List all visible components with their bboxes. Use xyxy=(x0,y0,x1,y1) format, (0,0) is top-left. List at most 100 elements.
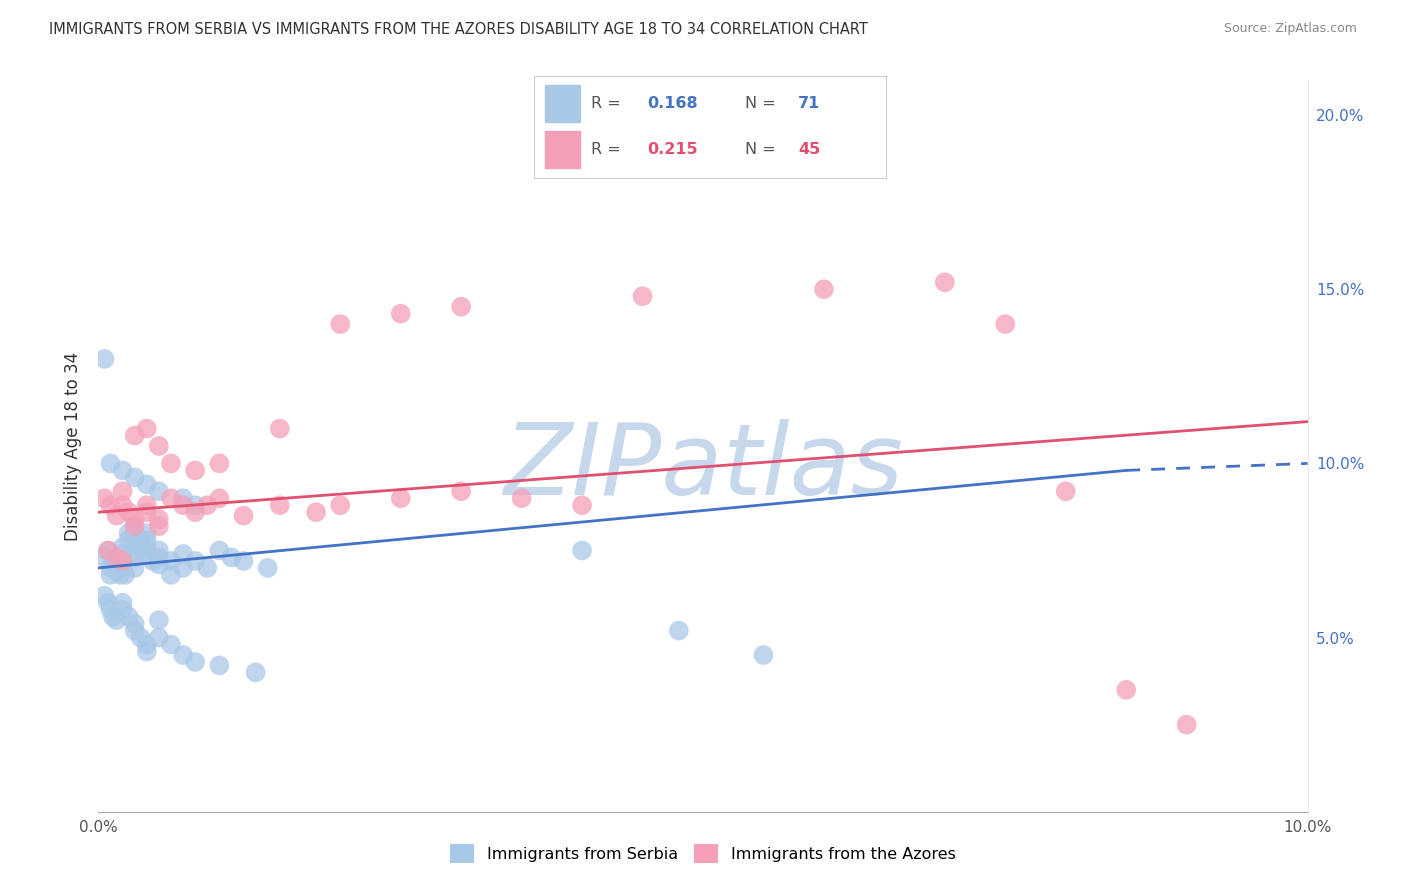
Point xyxy=(160,567,183,582)
Point xyxy=(124,526,146,541)
Text: 45: 45 xyxy=(799,142,820,157)
Point xyxy=(208,491,231,506)
Point xyxy=(184,505,207,519)
Point xyxy=(195,561,218,575)
Point xyxy=(135,505,157,519)
Point xyxy=(105,508,128,523)
Point xyxy=(934,275,956,289)
Point xyxy=(148,512,170,526)
Point xyxy=(668,624,690,638)
Point xyxy=(111,603,134,617)
Point xyxy=(129,540,152,554)
Point xyxy=(245,665,267,680)
Point xyxy=(172,648,194,662)
Point xyxy=(135,547,157,561)
Point xyxy=(172,491,194,506)
Legend: Immigrants from Serbia, Immigrants from the Azores: Immigrants from Serbia, Immigrants from … xyxy=(444,838,962,870)
Point xyxy=(208,457,231,471)
Point xyxy=(118,505,141,519)
Point xyxy=(148,519,170,533)
Point xyxy=(994,317,1017,331)
Point xyxy=(93,351,115,366)
Point xyxy=(148,550,170,565)
Text: N =: N = xyxy=(745,142,782,157)
Point xyxy=(135,526,157,541)
Point xyxy=(256,561,278,575)
Point xyxy=(305,505,328,519)
Text: R =: R = xyxy=(591,96,626,111)
Point xyxy=(97,596,120,610)
Point xyxy=(124,519,146,533)
Point xyxy=(208,543,231,558)
Point xyxy=(1115,682,1137,697)
Point xyxy=(111,540,134,554)
Point xyxy=(172,561,194,575)
Text: 0.215: 0.215 xyxy=(647,142,697,157)
Text: N =: N = xyxy=(745,96,782,111)
Point xyxy=(813,282,835,296)
Point xyxy=(129,533,152,547)
Point xyxy=(135,638,157,652)
Point xyxy=(172,498,194,512)
Point xyxy=(105,550,128,565)
Text: ZIPatlas: ZIPatlas xyxy=(503,419,903,516)
Point xyxy=(124,519,146,533)
Point xyxy=(118,526,141,541)
Point xyxy=(118,609,141,624)
Point xyxy=(184,655,207,669)
Point xyxy=(329,317,352,331)
Point xyxy=(124,561,146,575)
Point xyxy=(184,554,207,568)
Point xyxy=(160,638,183,652)
Point xyxy=(269,421,291,435)
Point xyxy=(148,631,170,645)
Point xyxy=(571,543,593,558)
Point xyxy=(135,477,157,491)
Point xyxy=(111,484,134,499)
Point xyxy=(111,547,134,561)
Point xyxy=(160,554,183,568)
Point xyxy=(208,658,231,673)
Point xyxy=(118,533,141,547)
Point xyxy=(100,567,122,582)
Point xyxy=(142,554,165,568)
Text: 0.168: 0.168 xyxy=(647,96,697,111)
Point xyxy=(172,547,194,561)
Point xyxy=(97,543,120,558)
Y-axis label: Disability Age 18 to 34: Disability Age 18 to 34 xyxy=(63,351,82,541)
Point xyxy=(571,498,593,512)
Point xyxy=(111,554,134,568)
Point xyxy=(160,457,183,471)
Point xyxy=(631,289,654,303)
Point xyxy=(105,558,128,572)
Point xyxy=(184,463,207,477)
Point xyxy=(101,609,124,624)
Point xyxy=(93,550,115,565)
Point xyxy=(108,567,131,582)
Point xyxy=(100,603,122,617)
Point xyxy=(114,567,136,582)
Point xyxy=(232,554,254,568)
Point xyxy=(105,613,128,627)
Point xyxy=(100,498,122,512)
Text: 71: 71 xyxy=(799,96,820,111)
Point xyxy=(148,613,170,627)
Point xyxy=(329,498,352,512)
Point xyxy=(124,470,146,484)
Point xyxy=(124,550,146,565)
Point xyxy=(135,421,157,435)
Point xyxy=(450,484,472,499)
Text: R =: R = xyxy=(591,142,626,157)
Point xyxy=(752,648,775,662)
Point xyxy=(124,616,146,631)
Point xyxy=(135,540,157,554)
Point xyxy=(135,533,157,547)
Point xyxy=(184,498,207,512)
Point xyxy=(1054,484,1077,499)
Point xyxy=(389,307,412,321)
Point xyxy=(111,554,134,568)
Point xyxy=(148,543,170,558)
Point xyxy=(111,463,134,477)
Point xyxy=(101,554,124,568)
Point xyxy=(148,484,170,499)
